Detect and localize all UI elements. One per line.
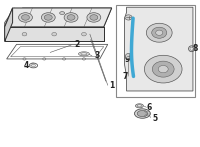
Circle shape [52, 32, 57, 36]
Circle shape [144, 55, 182, 83]
Text: 6: 6 [147, 103, 152, 112]
Polygon shape [15, 8, 112, 27]
Ellipse shape [19, 13, 32, 22]
Ellipse shape [137, 105, 142, 107]
Text: 2: 2 [74, 40, 80, 49]
Ellipse shape [78, 52, 89, 56]
Text: 5: 5 [152, 114, 157, 123]
Circle shape [125, 53, 132, 59]
Ellipse shape [190, 47, 193, 50]
FancyBboxPatch shape [116, 5, 195, 97]
Ellipse shape [135, 104, 143, 108]
Polygon shape [5, 8, 112, 27]
Ellipse shape [87, 13, 101, 22]
Circle shape [146, 23, 172, 42]
Ellipse shape [64, 13, 78, 22]
Circle shape [158, 66, 168, 73]
Circle shape [156, 30, 163, 35]
Text: 8: 8 [193, 44, 198, 53]
Ellipse shape [41, 13, 55, 22]
Ellipse shape [44, 15, 52, 20]
Circle shape [125, 15, 132, 20]
Circle shape [22, 32, 27, 36]
Ellipse shape [134, 109, 150, 118]
Polygon shape [5, 8, 15, 41]
Polygon shape [5, 8, 13, 41]
Circle shape [82, 32, 86, 36]
Text: 9: 9 [124, 55, 130, 64]
Text: 3: 3 [94, 51, 99, 60]
Ellipse shape [60, 12, 65, 15]
Polygon shape [125, 7, 193, 91]
Ellipse shape [31, 64, 36, 67]
Ellipse shape [137, 111, 148, 117]
Text: 4: 4 [24, 61, 29, 70]
Text: 1: 1 [109, 81, 114, 90]
Ellipse shape [67, 15, 75, 20]
Text: 7: 7 [123, 72, 128, 81]
Circle shape [152, 61, 174, 77]
Ellipse shape [22, 15, 29, 20]
Polygon shape [5, 27, 104, 41]
Ellipse shape [90, 15, 98, 20]
Circle shape [152, 27, 167, 38]
